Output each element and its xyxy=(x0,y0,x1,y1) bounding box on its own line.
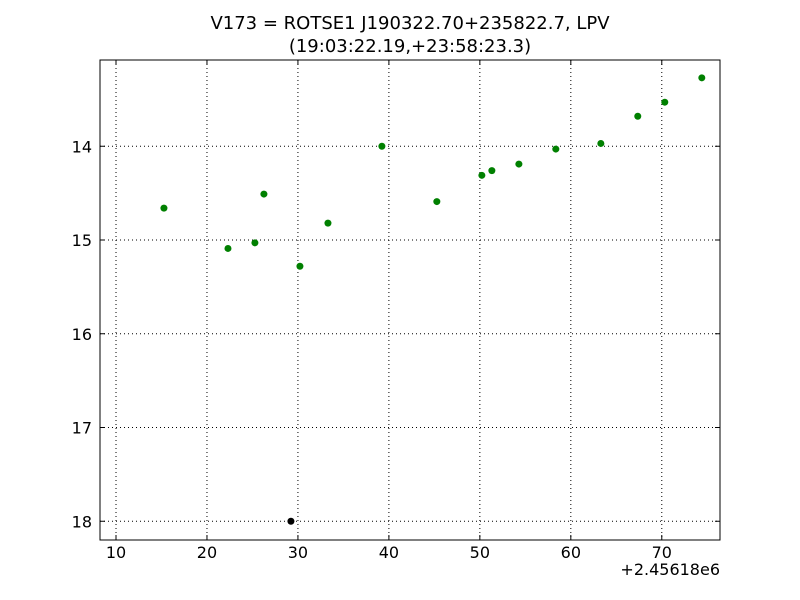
y-tick-label: 14 xyxy=(72,137,92,156)
point xyxy=(552,145,560,153)
x-tick-label: 70 xyxy=(652,543,672,562)
point xyxy=(160,204,168,212)
x-tick-label: 40 xyxy=(379,543,399,562)
y-tick-label: 18 xyxy=(72,512,92,531)
point xyxy=(287,517,295,525)
point xyxy=(634,112,642,120)
x-offset-label: +2.45618e6 xyxy=(620,560,720,579)
point xyxy=(478,171,486,179)
x-tick-label: 50 xyxy=(470,543,490,562)
chart-title: V173 = ROTSE1 J190322.70+235822.7, LPV xyxy=(210,13,610,34)
point xyxy=(698,74,706,82)
point xyxy=(597,139,605,147)
point xyxy=(488,167,496,175)
x-tick-label: 60 xyxy=(561,543,581,562)
y-tick-label: 15 xyxy=(72,231,92,250)
x-tick-label: 20 xyxy=(197,543,217,562)
x-tick-label: 30 xyxy=(288,543,308,562)
point xyxy=(433,198,441,206)
point xyxy=(224,244,232,252)
plot-frame xyxy=(99,59,721,541)
x-tick-label: 10 xyxy=(106,543,126,562)
chart-subtitle: (19:03:22.19,+23:58:23.3) xyxy=(289,36,531,57)
point xyxy=(260,190,268,198)
point xyxy=(324,219,332,227)
y-tick-label: 16 xyxy=(72,325,92,344)
point xyxy=(251,239,259,247)
point xyxy=(661,98,669,106)
point xyxy=(515,160,523,168)
y-tick-label: 17 xyxy=(72,419,92,438)
point xyxy=(296,262,304,270)
point xyxy=(378,142,386,150)
